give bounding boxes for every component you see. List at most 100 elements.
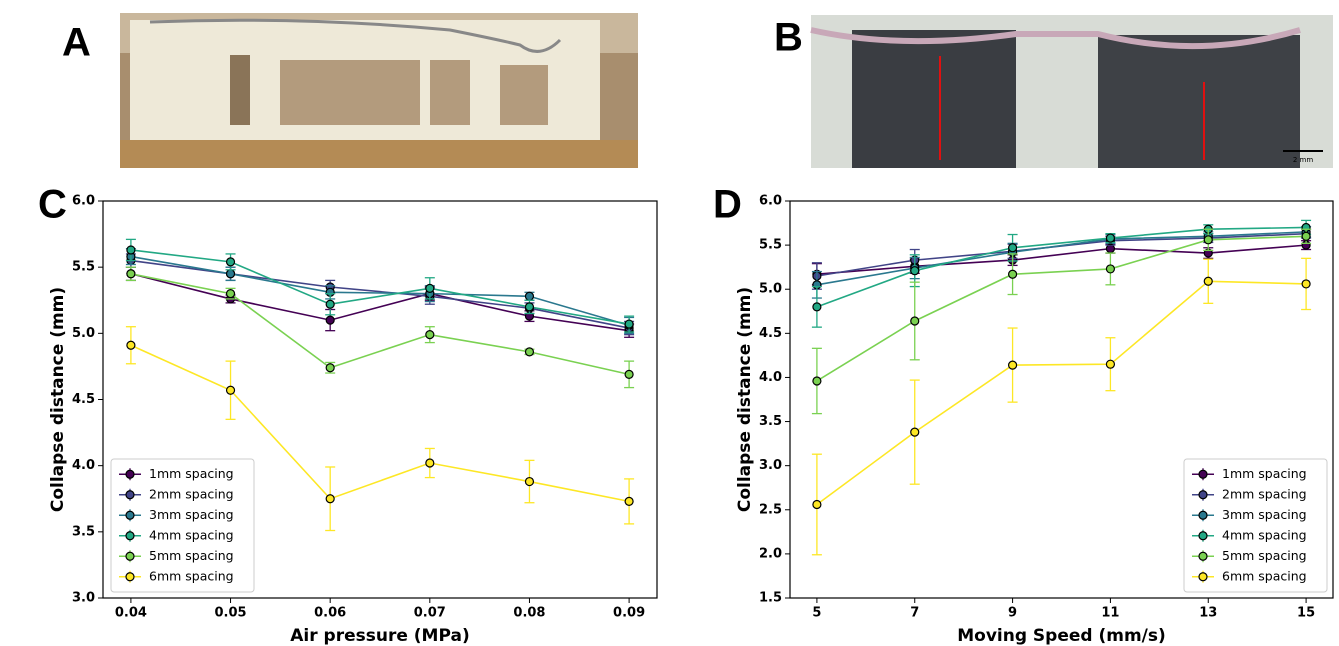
- marker: [1007, 360, 1018, 370]
- legend-swatch: [1198, 469, 1208, 479]
- legend-label: 1mm spacing: [1222, 466, 1307, 481]
- series-line: [130, 249, 630, 325]
- marker: [225, 385, 236, 395]
- marker: [225, 257, 236, 267]
- legend-swatch: [1198, 572, 1208, 582]
- marker: [1301, 231, 1311, 241]
- legend-swatch: [1198, 510, 1208, 520]
- series-line: [130, 272, 630, 376]
- legend-swatch: [1198, 531, 1208, 541]
- y-tick-label: 1.5: [759, 591, 782, 606]
- legend-label: 6mm spacing: [1222, 568, 1307, 583]
- legend-swatch: [1198, 490, 1208, 500]
- marker: [325, 315, 335, 325]
- marker: [524, 347, 535, 357]
- marker: [910, 266, 920, 276]
- legend-label: 5mm spacing: [1222, 548, 1307, 563]
- series-line: [130, 344, 630, 503]
- x-tick-label: 0.09: [613, 606, 645, 621]
- y-tick-label: 3.5: [759, 414, 782, 429]
- y-axis-label: Collapse distance (mm): [48, 287, 68, 512]
- marker: [1301, 279, 1311, 289]
- legend-swatch: [125, 490, 135, 500]
- marker: [812, 499, 822, 510]
- marker: [910, 427, 920, 437]
- legend-swatch: [125, 531, 135, 541]
- marker: [425, 283, 435, 293]
- series-line: [130, 255, 630, 327]
- legend-swatch: [125, 572, 135, 582]
- x-tick-label: 0.05: [215, 606, 247, 621]
- legend-swatch: [1198, 551, 1208, 561]
- legend-box: [110, 458, 255, 593]
- plot-frame: [789, 200, 1334, 599]
- marker: [425, 330, 435, 340]
- marker: [1007, 269, 1018, 279]
- marker: [1203, 235, 1213, 245]
- marker: [325, 363, 335, 373]
- y-tick-label: 5.0: [72, 326, 95, 341]
- marker: [1105, 359, 1116, 369]
- series-line: [130, 259, 630, 329]
- legend-label: 4mm spacing: [1222, 527, 1307, 542]
- marker: [524, 291, 535, 301]
- scale-bar-label: 2 mm: [1293, 156, 1313, 164]
- legend-label: 3mm spacing: [1222, 507, 1307, 522]
- y-tick-label: 5.0: [759, 282, 782, 297]
- marker: [126, 340, 136, 350]
- legend-label: 1mm spacing: [149, 466, 234, 481]
- photo-a: [120, 13, 638, 168]
- y-axis-label: Collapse distance (mm): [735, 287, 755, 512]
- y-tick-label: 3.0: [759, 458, 782, 473]
- marker: [1105, 233, 1116, 243]
- x-tick-label: 11: [1101, 606, 1119, 621]
- x-axis-label: Moving Speed (mm/s): [957, 626, 1166, 646]
- marker: [524, 302, 535, 312]
- legend-label: 3mm spacing: [149, 507, 234, 522]
- y-tick-label: 2.5: [759, 502, 782, 517]
- legend-swatch: [125, 551, 135, 561]
- y-tick-label: 6.0: [759, 194, 782, 209]
- series-line: [816, 244, 1307, 276]
- y-tick-label: 4.5: [72, 392, 95, 407]
- legend-label: 5mm spacing: [149, 548, 234, 563]
- marker: [1105, 264, 1116, 274]
- y-tick-label: 5.5: [72, 260, 95, 275]
- marker: [225, 289, 236, 299]
- y-tick-label: 3.5: [72, 524, 95, 539]
- x-tick-label: 0.04: [115, 606, 147, 621]
- series-line: [816, 226, 1307, 308]
- marker: [1105, 244, 1116, 254]
- marker: [624, 496, 634, 506]
- marker: [910, 316, 920, 326]
- y-tick-label: 4.0: [759, 370, 782, 385]
- marker: [812, 376, 822, 386]
- x-tick-label: 0.07: [414, 606, 446, 621]
- series-line: [816, 231, 1307, 286]
- legend-box: [1183, 458, 1328, 593]
- legend-label: 4mm spacing: [149, 527, 234, 542]
- panel-label: A: [62, 21, 91, 65]
- x-tick-label: 7: [910, 606, 919, 621]
- marker: [1203, 276, 1213, 286]
- marker: [624, 369, 634, 379]
- series-line: [816, 235, 1307, 382]
- marker: [425, 458, 435, 468]
- legend-label: 2mm spacing: [149, 486, 234, 501]
- legend-label: 6mm spacing: [149, 568, 234, 583]
- panel-label: C: [38, 183, 67, 227]
- legend-swatch: [125, 510, 135, 520]
- y-tick-label: 5.5: [759, 238, 782, 253]
- marker: [325, 494, 335, 504]
- y-tick-label: 3.0: [72, 591, 95, 606]
- legend-swatch: [125, 469, 135, 479]
- x-tick-label: 0.06: [314, 606, 346, 621]
- x-tick-label: 9: [1008, 606, 1017, 621]
- marker: [812, 302, 822, 312]
- y-tick-label: 2.0: [759, 546, 782, 561]
- marker: [325, 299, 335, 309]
- panel-label: B: [774, 16, 803, 60]
- y-tick-label: 4.5: [759, 326, 782, 341]
- x-tick-label: 13: [1199, 606, 1217, 621]
